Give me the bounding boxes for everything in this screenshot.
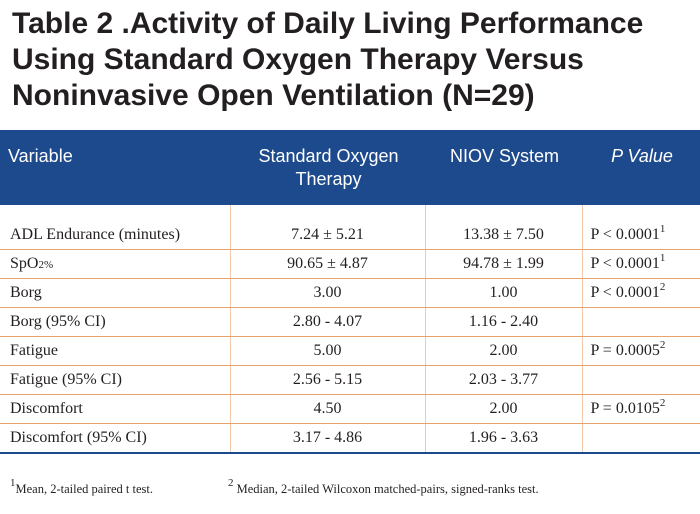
cell-niov: 2.03 - 3.77: [424, 365, 582, 395]
footnote-2-mark: 2: [228, 477, 234, 489]
cell-standard: 5.00: [229, 336, 425, 366]
cell-niov: 2.00: [424, 394, 582, 424]
table-row: Discomfort 4.50 2.00 P = 0.01052: [0, 394, 700, 424]
cell-p-value: [581, 365, 700, 395]
header-standard-line1: Standard Oxygen: [258, 146, 399, 166]
cell-variable: Fatigue: [0, 336, 230, 366]
header-standard-line2: Therapy: [295, 169, 362, 189]
table-row: Fatigue 5.00 2.00 P = 0.00052: [0, 336, 700, 366]
cell-standard: 2.80 - 4.07: [229, 307, 425, 337]
table-row: SpO2% 90.65 ± 4.87 94.78 ± 1.99 P < 0.00…: [0, 249, 700, 279]
results-table: Variable Standard Oxygen Therapy NIOV Sy…: [0, 130, 700, 454]
table-title: Table 2 .Activity of Daily Living Perfor…: [12, 6, 692, 114]
p-value-text: P < 0.0001: [590, 226, 660, 243]
variable-sub-text: 2%: [38, 259, 54, 271]
cell-p-value: P < 0.00012: [581, 278, 700, 308]
title-line-2: Using Standard Oxygen Therapy Versus: [12, 43, 584, 76]
cell-niov: 1.00: [424, 278, 582, 308]
cell-niov: 1.16 - 2.40: [424, 307, 582, 337]
p-value-text: P < 0.0001: [590, 255, 660, 272]
cell-p-value: P < 0.00011: [581, 221, 700, 250]
cell-standard: 2.56 - 5.15: [229, 365, 425, 395]
cell-standard: 7.24 ± 5.21: [229, 221, 425, 250]
table-row: Discomfort (95% CI) 3.17 - 4.86 1.96 - 3…: [0, 423, 700, 454]
title-line-3: Noninvasive Open Ventilation (N=29): [12, 79, 535, 112]
cell-variable: Borg (95% CI): [0, 307, 230, 337]
cell-p-value: [581, 307, 700, 337]
cell-standard: 90.65 ± 4.87: [229, 249, 425, 279]
cell-p-value: P = 0.01052: [581, 394, 700, 424]
cell-niov: 13.38 ± 7.50: [424, 221, 582, 250]
footnote-ref: 2: [659, 281, 666, 293]
cell-standard: 4.50: [229, 394, 425, 424]
cell-variable: Fatigue (95% CI): [0, 365, 230, 395]
variable-main-text: SpO: [10, 255, 39, 272]
header-variable: Variable: [0, 130, 230, 205]
title-line-1: Table 2 .Activity of Daily Living Perfor…: [12, 7, 644, 40]
cell-variable: ADL Endurance (minutes): [0, 221, 230, 250]
footnote-ref: 2: [659, 397, 666, 409]
results-table-container: Variable Standard Oxygen Therapy NIOV Sy…: [0, 130, 700, 454]
footnote-1-text: Mean, 2-tailed paired t test.: [15, 482, 153, 496]
table-row: Fatigue (95% CI) 2.56 - 5.15 2.03 - 3.77: [0, 365, 700, 395]
p-value-text: P = 0.0105: [590, 400, 660, 417]
cell-standard: 3.17 - 4.86: [229, 423, 425, 454]
footnote-1-mark: 1: [10, 477, 16, 489]
cell-p-value: P < 0.00011: [581, 249, 700, 279]
cell-variable: Discomfort (95% CI): [0, 423, 230, 454]
cell-variable: Discomfort: [0, 394, 230, 424]
table-row: ADL Endurance (minutes) 7.24 ± 5.21 13.3…: [0, 221, 700, 250]
header-standard-oxygen: Standard Oxygen Therapy: [230, 130, 425, 205]
p-value-text: P = 0.0005: [590, 342, 660, 359]
cell-niov: 1.96 - 3.63: [424, 423, 582, 454]
table-spacer-row: [0, 205, 700, 221]
table-row: Borg (95% CI) 2.80 - 4.07 1.16 - 2.40: [0, 307, 700, 337]
cell-standard: 3.00: [229, 278, 425, 308]
header-p-value: P Value: [582, 130, 700, 205]
cell-niov: 94.78 ± 1.99: [424, 249, 582, 279]
footnote-2: 2 Median, 2-tailed Wilcoxon matched-pair…: [228, 478, 539, 497]
cell-p-value: [581, 423, 700, 454]
footnote-ref: 1: [659, 223, 666, 235]
footnote-ref: 1: [659, 252, 666, 264]
p-value-text: P < 0.0001: [590, 284, 660, 301]
footnote-1: 1Mean, 2-tailed paired t test.: [10, 478, 153, 497]
header-niov: NIOV System: [425, 130, 582, 205]
cell-variable: Borg: [0, 278, 230, 308]
cell-variable: SpO2%: [0, 249, 230, 279]
footnote-2-text: Median, 2-tailed Wilcoxon matched-pairs,…: [236, 482, 539, 496]
table-header-row: Variable Standard Oxygen Therapy NIOV Sy…: [0, 130, 700, 205]
cell-p-value: P = 0.00052: [581, 336, 700, 366]
footnote-ref: 2: [659, 339, 666, 351]
cell-niov: 2.00: [424, 336, 582, 366]
table-row: Borg 3.00 1.00 P < 0.00012: [0, 278, 700, 308]
